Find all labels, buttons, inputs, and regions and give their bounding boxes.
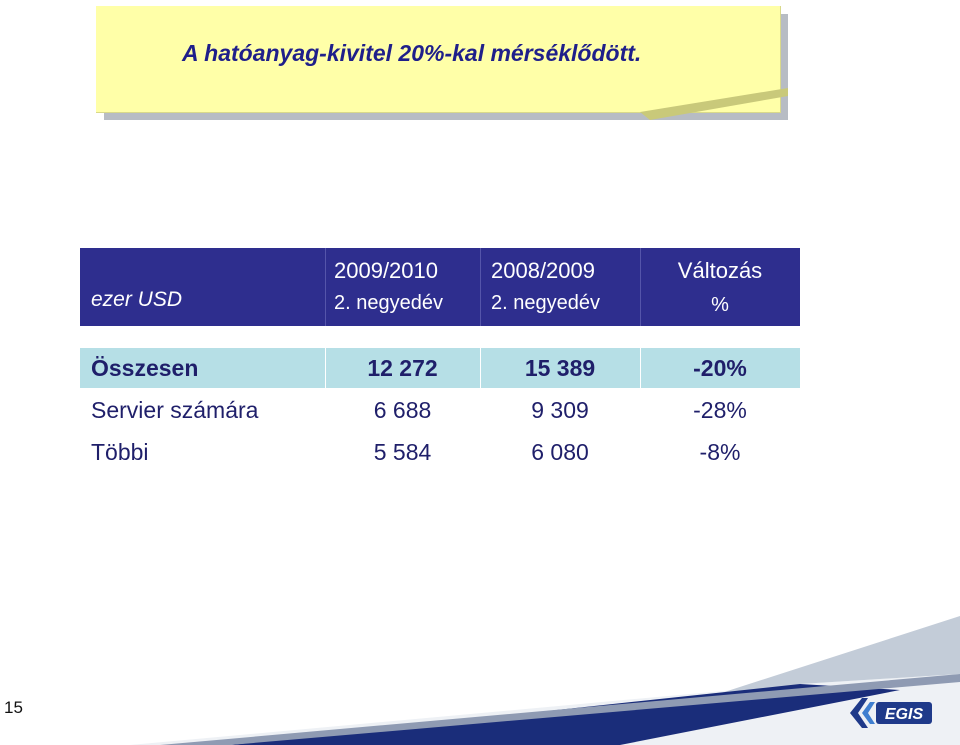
footer-swoosh <box>130 616 960 745</box>
slide-title: A hatóanyag-kivitel 20%-kal mérséklődött… <box>182 40 642 66</box>
value-2009-2010: 12 272 <box>367 355 438 381</box>
table-row: Servier számára 6 688 9 309 -28% <box>80 390 800 430</box>
table-header: ezer USD 2009/2010 2. negyedév 2008/2009… <box>80 248 800 326</box>
row-divider <box>480 348 481 388</box>
column-header-3-line2: % <box>711 294 729 316</box>
egis-logo: EGIS <box>850 698 932 728</box>
title-note-curl <box>640 88 788 120</box>
title-note <box>96 6 781 113</box>
svg-text:EGIS: EGIS <box>885 706 924 723</box>
row-label: Összesen <box>91 355 199 381</box>
value-2008-2009: 6 080 <box>531 439 589 465</box>
column-header-3-line1: Változás <box>677 258 763 283</box>
row-divider <box>640 348 641 388</box>
column-header-2-line1: 2008/2009 <box>491 258 595 283</box>
header-divider <box>640 248 641 326</box>
page-number: 15 <box>4 698 23 717</box>
header-divider <box>325 248 326 326</box>
change-percent: -8% <box>699 439 741 465</box>
column-header-2-line2: 2. negyedév <box>491 292 600 314</box>
value-2008-2009: 15 389 <box>524 355 596 381</box>
table-row: Többi 5 584 6 080 -8% <box>80 432 800 472</box>
table-row-total: Összesen 12 272 15 389 -20% <box>80 348 800 388</box>
change-percent: -28% <box>693 397 747 423</box>
value-2009-2010: 5 584 <box>373 439 432 465</box>
row-label: Többi <box>91 439 149 465</box>
change-percent: -20% <box>693 355 747 381</box>
header-divider <box>480 248 481 326</box>
value-2008-2009: 9 309 <box>531 397 589 423</box>
unit-label: ezer USD <box>91 288 183 311</box>
column-header-1-line1: 2009/2010 <box>334 258 438 283</box>
row-divider <box>325 348 326 388</box>
value-2009-2010: 6 688 <box>373 397 432 423</box>
column-header-1-line2: 2. negyedév <box>334 292 443 314</box>
row-label: Servier számára <box>91 397 259 423</box>
